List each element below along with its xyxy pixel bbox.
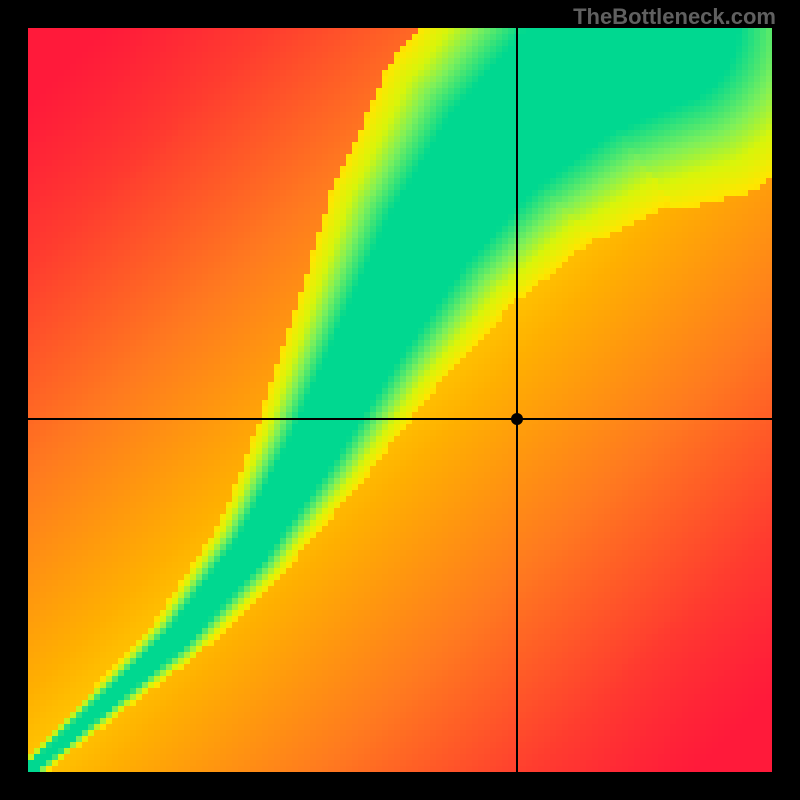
crosshair-vertical	[516, 28, 518, 772]
crosshair-horizontal	[28, 418, 772, 420]
chart-container: TheBottleneck.com	[0, 0, 800, 800]
attribution-text: TheBottleneck.com	[573, 4, 776, 30]
heatmap-canvas	[28, 28, 772, 772]
crosshair-marker	[511, 413, 523, 425]
